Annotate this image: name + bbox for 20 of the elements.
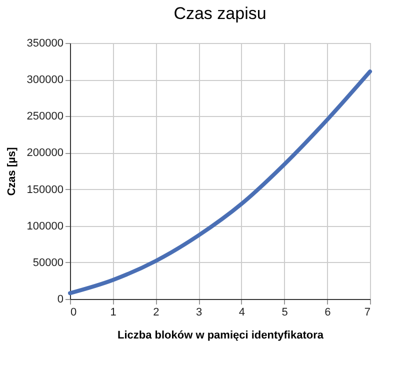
y-tick-label: 250000 <box>26 110 64 123</box>
y-tick-label: 300000 <box>26 74 64 86</box>
y-axis-title: Czas [µs] <box>6 146 18 196</box>
x-tick-label: 0 <box>70 306 77 318</box>
x-tick-label: 1 <box>110 306 116 318</box>
x-tick-label: 7 <box>364 306 370 318</box>
x-tick-label: 6 <box>324 306 331 318</box>
chart-title: Czas zapisu <box>174 4 266 23</box>
x-tick-label: 3 <box>196 306 202 318</box>
y-tick-label: 350000 <box>26 38 64 50</box>
y-tick-label: 200000 <box>26 147 64 160</box>
x-tick-label: 2 <box>153 306 160 318</box>
x-tick-label: 4 <box>238 306 245 318</box>
line-series <box>68 70 372 296</box>
y-tick-label: 100000 <box>26 220 64 232</box>
y-tick-label: 0 <box>57 294 64 306</box>
x-tick-label: 5 <box>282 306 288 318</box>
x-axis-title: Liczba bloków w pamięci identyfikatora <box>118 330 324 342</box>
y-tick-label: 150000 <box>26 184 64 196</box>
y-tick-label: 50000 <box>32 256 64 269</box>
